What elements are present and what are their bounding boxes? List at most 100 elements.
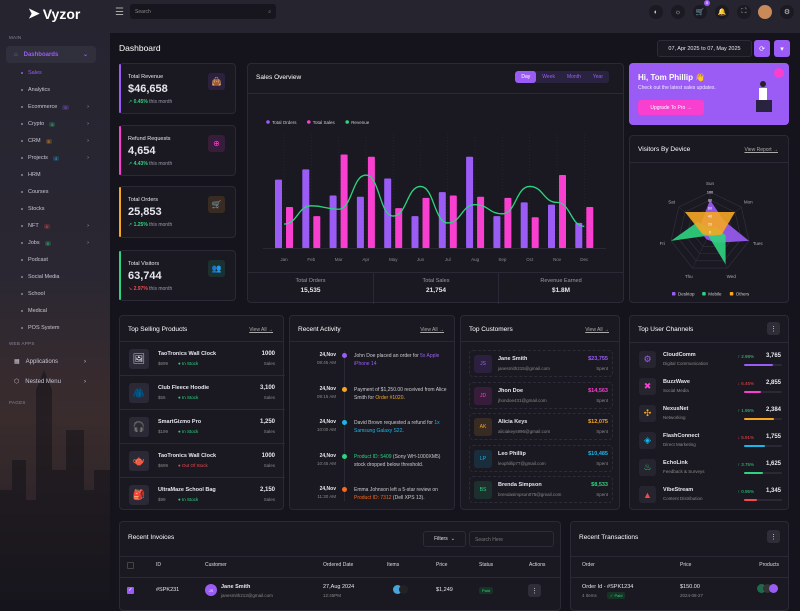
amount-spent: $14,563 (588, 387, 608, 394)
sidebar-item-hrm[interactable]: HRM (21, 172, 89, 178)
sidebar-item-social-media[interactable]: Social Media (21, 274, 89, 280)
channel-change: ↑ 3.75% (737, 462, 754, 467)
bullet-icon (21, 276, 23, 278)
channel-item: ▲ VibeStream Content Distribution ↑ 0.95… (630, 485, 790, 512)
channel-value: 3,765 (765, 353, 781, 359)
customer-item[interactable]: JS Jane Smith janesmith215@gmail.com $23… (469, 350, 613, 377)
recent-invoices-card: Recent Invoices Filters ⌄ Search Here ID C… (119, 521, 561, 611)
product-image: 🫖 (129, 451, 149, 471)
chevron-down-icon: ⌄ (450, 536, 455, 542)
product-row[interactable]: 🎧 SmartGizmo Pro $199 ● In Stock 1,250 S… (120, 410, 285, 444)
activity-link[interactable]: 1x Samsung Galaxy S22 (354, 420, 440, 434)
fullscreen-icon[interactable]: ⛶ (737, 5, 751, 19)
invoice-search-input[interactable]: Search Here (469, 531, 554, 547)
channel-change: ↑ 1.95% (737, 408, 754, 413)
activity-time: 10:45 AM (316, 460, 336, 466)
activity-link[interactable]: Product ID: 5409 (354, 453, 392, 460)
activity-link[interactable]: Product ID: 7312 (354, 495, 392, 501)
chevron-right-icon: › (87, 104, 89, 110)
column-header: Status (479, 562, 494, 568)
row-actions-button[interactable]: ⋮ (528, 584, 541, 597)
sidebar-item-applications[interactable]: ▦ Applications › (14, 358, 86, 366)
bar-total-sales (286, 206, 293, 248)
filter-dropdown-button[interactable]: ▾ (774, 40, 790, 57)
tab-month[interactable]: Month (566, 74, 581, 80)
sidebar-item-courses[interactable]: Courses (21, 189, 89, 195)
customer-item[interactable]: AK Alicia Keys aliciakeys996@gmail.com $… (469, 413, 613, 440)
bar-total-orders (275, 179, 282, 248)
sidebar-item-crypto[interactable]: Crypto 6 › (21, 121, 89, 127)
customer-item[interactable]: JD Jhon Doe jhondoe431@gmail.com $14,563… (469, 381, 613, 409)
refresh-button[interactable]: ⟳ (754, 40, 770, 57)
product-row[interactable]: 🧥 Club Fleece Hoodie $55 ● In Stock 3,10… (120, 376, 285, 410)
sidebar-item-podcast[interactable]: Podcast (21, 257, 89, 263)
progress-bar (744, 391, 782, 393)
more-options-button[interactable]: ⋮ (767, 322, 780, 335)
sidebar-item-jobs[interactable]: Jobs 8 › (21, 240, 89, 246)
bar-total-orders (302, 169, 310, 248)
sidebar-item-ecommerce[interactable]: Ecommerce 9 › (21, 104, 89, 110)
view-all-link[interactable]: View All → (420, 327, 444, 333)
spent-label: Spent (596, 397, 608, 403)
view-all-link[interactable]: View All → (249, 327, 273, 333)
tab-year[interactable]: Year (592, 74, 603, 80)
tab-week[interactable]: Week (542, 74, 555, 80)
sidebar-item-projects[interactable]: Projects 4 › (21, 155, 89, 161)
row-checkbox[interactable]: ✓ (127, 587, 134, 594)
product-row[interactable]: 🫖 TaoTronics Wall Clock $699 ● Out Of St… (120, 444, 285, 478)
sidebar-item-stocks[interactable]: Stocks (21, 206, 89, 212)
more-options-button[interactable]: ⋮ (767, 530, 780, 543)
theme-icon[interactable]: ☼ (671, 5, 685, 19)
settings-icon[interactable]: ⚙ (780, 5, 794, 19)
activity-text: Payment of $1,250.00 received from Alice… (354, 386, 447, 401)
channel-item: ◈ FlashConnect Direct Marketing ↓ 5.91% … (630, 431, 790, 458)
date-range-picker[interactable]: 07, Apr 2025 to 07, May 2025 (657, 40, 752, 57)
avatar[interactable] (758, 5, 772, 19)
select-all-checkbox[interactable] (127, 562, 134, 569)
product-image: 🧥 (129, 383, 149, 403)
sidebar-item-medical[interactable]: Medical (21, 308, 89, 314)
search-input[interactable]: Search ⌕ (130, 4, 276, 19)
radar-tick-label: 20 (708, 223, 712, 227)
upgrade-button[interactable]: Upgrade To Pro → (638, 100, 704, 115)
progress-fill (744, 391, 762, 393)
filters-button[interactable]: Filters ⌄ (423, 531, 466, 547)
sidebar-item-pos-system[interactable]: POS System (21, 325, 89, 331)
cart-icon[interactable]: 🛒 (693, 5, 707, 19)
language-icon[interactable]: ◐ (649, 5, 663, 19)
stat-value: $46,658 (128, 83, 168, 95)
customer-item[interactable]: LP Leo Phillip leophillip77@gmail.com $1… (469, 444, 613, 472)
buzzwave-logo-icon: ✖ (639, 378, 656, 395)
card-title: Sales Overview (256, 74, 302, 81)
logo[interactable]: ➤ Vyzor (28, 5, 81, 22)
product-row[interactable]: 🖼 TaoTronics Wall Clock $699 ● In Stock … (120, 342, 285, 376)
radar-axis-label: Sun (706, 181, 715, 186)
column-header: Price (436, 562, 448, 568)
view-report-link[interactable]: View Report → (744, 147, 778, 153)
accent-bar (119, 126, 121, 175)
activity-link[interactable]: Order #1020 (375, 394, 404, 401)
sidebar-item-analytics[interactable]: Analytics (21, 87, 89, 93)
sidebar-item-crm[interactable]: CRM 5 › (21, 138, 89, 144)
chevron-right-icon: › (87, 155, 89, 161)
sidebar-item-nested-menu[interactable]: ⬡ Nested Menu › (14, 378, 86, 386)
bell-icon[interactable]: 🔔 (715, 5, 729, 19)
sidebar-item-nft[interactable]: NFT 6 › (21, 223, 89, 229)
section-label-main: MAIN (9, 35, 22, 40)
column-header: Ordered Date (323, 562, 354, 568)
activity-text: John Doe placed an order for 5x Apple iP… (354, 353, 440, 367)
topbar: ☰ Search ⌕ ◐ ☼ 🛒 5 🔔 ⛶ ⚙ (110, 0, 800, 33)
activity-link[interactable]: 5x Apple iPhone 14 (354, 353, 440, 367)
sidebar-item-sales[interactable]: Sales (21, 70, 89, 76)
view-all-link[interactable]: View All → (585, 327, 609, 333)
legend-label: Others (736, 292, 750, 297)
channel-item: ⚙ CloudComm Digital Communication ↑ 2.98… (630, 350, 790, 377)
customer-item[interactable]: BS Brenda Simpson brendasimpson075@gmail… (469, 476, 613, 503)
channel-category: Direct Marketing (663, 442, 696, 447)
tab-day[interactable]: Day (515, 71, 537, 83)
x-tick-label: Mar (335, 257, 343, 262)
product-row[interactable]: 🎒 UltraMaze School Bag $99 ● In Stock 2,… (120, 478, 285, 512)
menu-toggle-icon[interactable]: ☰ (115, 7, 124, 18)
sidebar-item-dashboards[interactable]: ⌂ Dashboards ⌄ (6, 46, 96, 63)
sidebar-item-school[interactable]: School (21, 291, 89, 297)
